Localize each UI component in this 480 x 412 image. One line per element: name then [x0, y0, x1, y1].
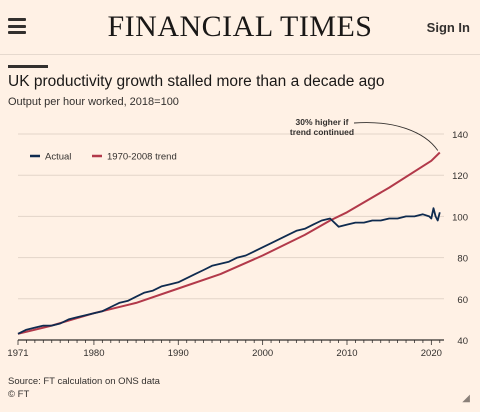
top-bar: FINANCIAL TIMES Sign In: [0, 0, 480, 55]
masthead-logo[interactable]: FINANCIAL TIMES: [107, 10, 373, 43]
annotation-arrow: [353, 122, 439, 151]
copyright-text: © FT: [8, 389, 30, 400]
x-tick-label: 1990: [168, 348, 189, 359]
x-tick-label: 1971: [7, 348, 28, 359]
y-tick-label: 80: [457, 254, 468, 265]
series-line-actual: [17, 207, 441, 335]
y-tick-label: 120: [452, 171, 468, 182]
x-tick-label: 1980: [83, 348, 104, 359]
line-chart: 40 60 80 100 120 140 1971 1980 1990 2000 2010 2020…: [7, 117, 468, 359]
annotation-text: 30% higher if: [296, 117, 349, 127]
legend-label-actual: Actual: [45, 152, 71, 163]
y-tick-labels: 40 60 80 100 120 140: [452, 130, 468, 347]
legend: Actual 1970-2008 trend: [30, 152, 177, 163]
x-axis: 1971 1980 1990 2000 2010 2020: [7, 339, 444, 359]
y-tick-label: 140: [452, 130, 468, 141]
y-tick-label: 40: [457, 336, 468, 347]
chart-title: UK productivity growth stalled more than…: [8, 73, 385, 90]
source-text: Source: FT calculation on ONS data: [8, 376, 160, 387]
sign-in-link[interactable]: Sign In: [426, 20, 470, 35]
annotation-text: trend continued: [290, 127, 354, 137]
y-tick-label: 100: [452, 212, 468, 223]
grid-lines: [18, 133, 444, 341]
series-lines: [17, 151, 441, 335]
x-tick-label: 2020: [421, 348, 442, 359]
resize-handle-icon[interactable]: ◢: [462, 393, 470, 404]
source-note: Source: FT calculation on ONS data © FT: [8, 375, 160, 401]
legend-label-trend: 1970-2008 trend: [107, 152, 177, 163]
hamburger-menu-icon[interactable]: [8, 18, 26, 34]
x-tick-label: 2000: [252, 348, 273, 359]
title-rule: [8, 65, 48, 68]
series-line-trend: [17, 151, 441, 335]
chart-subtitle: Output per hour worked, 2018=100: [8, 96, 179, 108]
x-tick-label: 2010: [336, 348, 357, 359]
y-tick-label: 60: [457, 295, 468, 306]
